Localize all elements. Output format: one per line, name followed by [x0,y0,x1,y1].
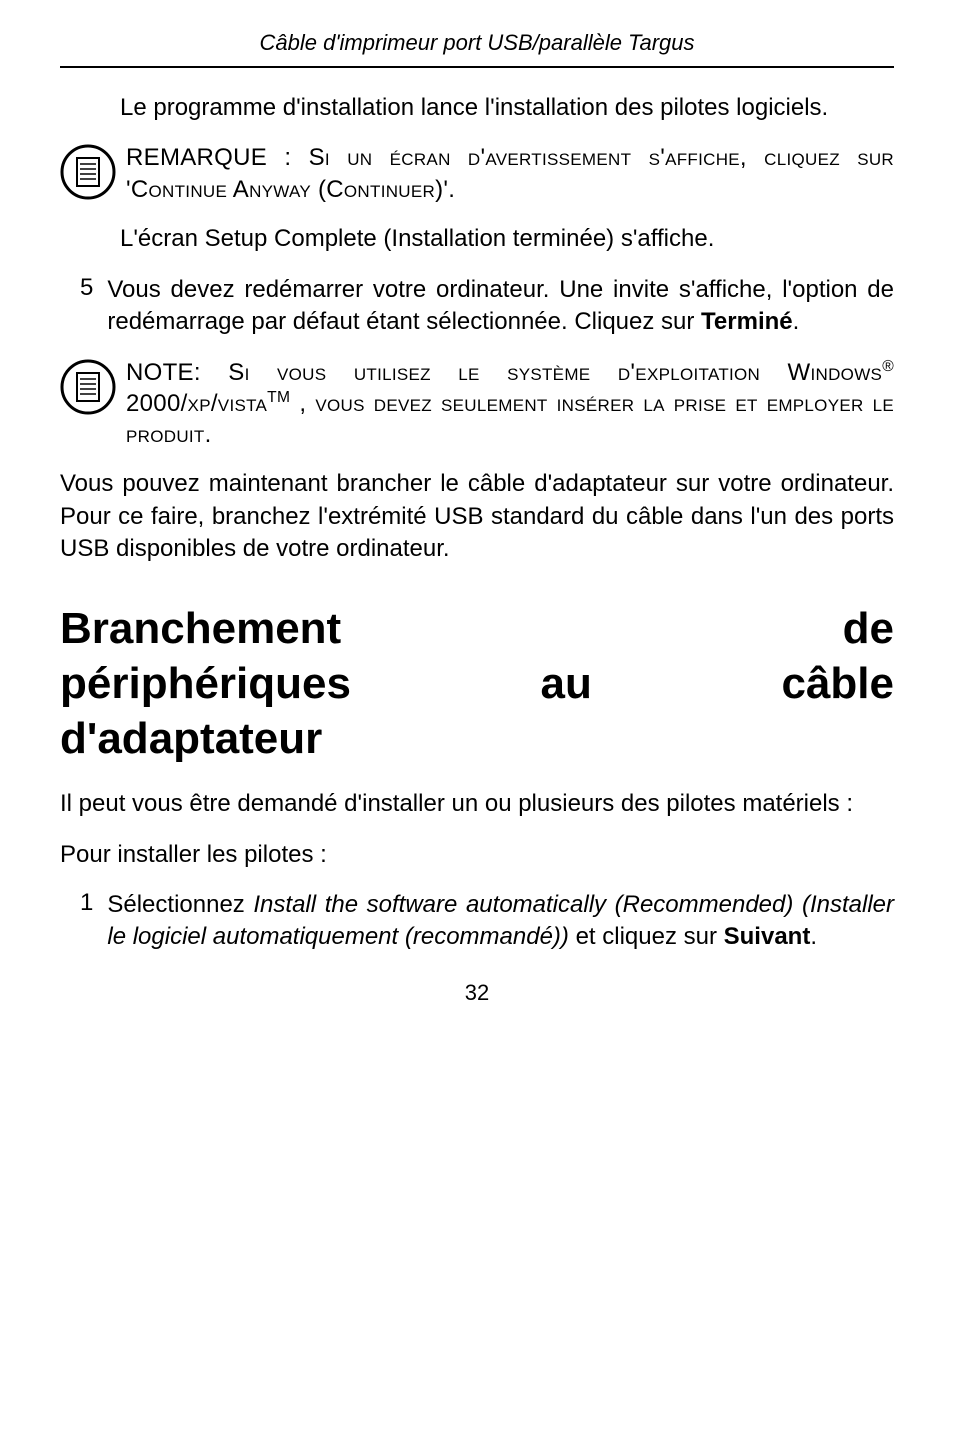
tm-mark: TM [267,389,290,406]
step-body: Vous devez redémarrer votre ordinateur. … [107,274,894,339]
step-1: 1 Sélectionnez Install the software auto… [80,889,894,954]
text: L'écran Setup Complete (Installation ter… [120,225,714,252]
remark-label: REMARQUE : [126,144,309,171]
header-title: Câble d'imprimeur port USB/parallèle Tar… [259,30,694,55]
heading-line: périphériques au câble [60,656,894,711]
note-text: NOTE: Si vous utilisez le système d'expl… [126,357,894,451]
note-label: NOTE: [126,359,228,386]
document-page: Câble d'imprimeur port USB/parallèle Tar… [0,0,954,1046]
text: Il peut vous être demandé d'installer un… [60,790,853,817]
step-body: Sélectionnez Install the software automa… [107,889,894,954]
remark-text: REMARQUE : Si un écran d'avertissement s… [126,142,894,204]
note-icon [60,359,116,420]
paragraph-setup-complete: L'écran Setup Complete (Installation ter… [120,223,894,255]
text: . [810,923,817,950]
section-heading: Branchement de périphériques au câble d'… [60,601,894,766]
text-bold: Terminé [701,308,793,335]
text: Si vous utilisez le système d'exploitati… [228,359,882,386]
text: Pour installer les pilotes : [60,841,327,868]
step-5: 5 Vous devez redémarrer votre ordinateur… [80,274,894,339]
text: . [793,308,800,335]
reg-mark: ® [882,358,894,375]
paragraph: Pour installer les pilotes : [60,839,894,871]
step-number: 1 [80,889,93,954]
text: Le programme d'installation lance l'inst… [120,94,828,121]
paragraph-branch: Vous pouvez maintenant brancher le câble… [60,468,894,565]
page-number: 32 [60,980,894,1006]
paragraph-install: Le programme d'installation lance l'inst… [120,92,894,124]
note-icon [60,144,116,205]
text-bold: Suivant [724,923,811,950]
heading-line: d'adaptateur [60,711,894,766]
step-number: 5 [80,274,93,339]
paragraph: Il peut vous être demandé d'installer un… [60,788,894,820]
note-block-2: NOTE: Si vous utilisez le système d'expl… [60,357,894,451]
text: Vous pouvez maintenant brancher le câble… [60,470,894,562]
text: Sélectionnez [107,891,253,918]
heading-line: Branchement de [60,604,894,653]
text: 2000/xp/vista [126,390,267,417]
text: et cliquez sur [569,923,724,950]
remark-block-1: REMARQUE : Si un écran d'avertissement s… [60,142,894,205]
page-header: Câble d'imprimeur port USB/parallèle Tar… [60,30,894,68]
